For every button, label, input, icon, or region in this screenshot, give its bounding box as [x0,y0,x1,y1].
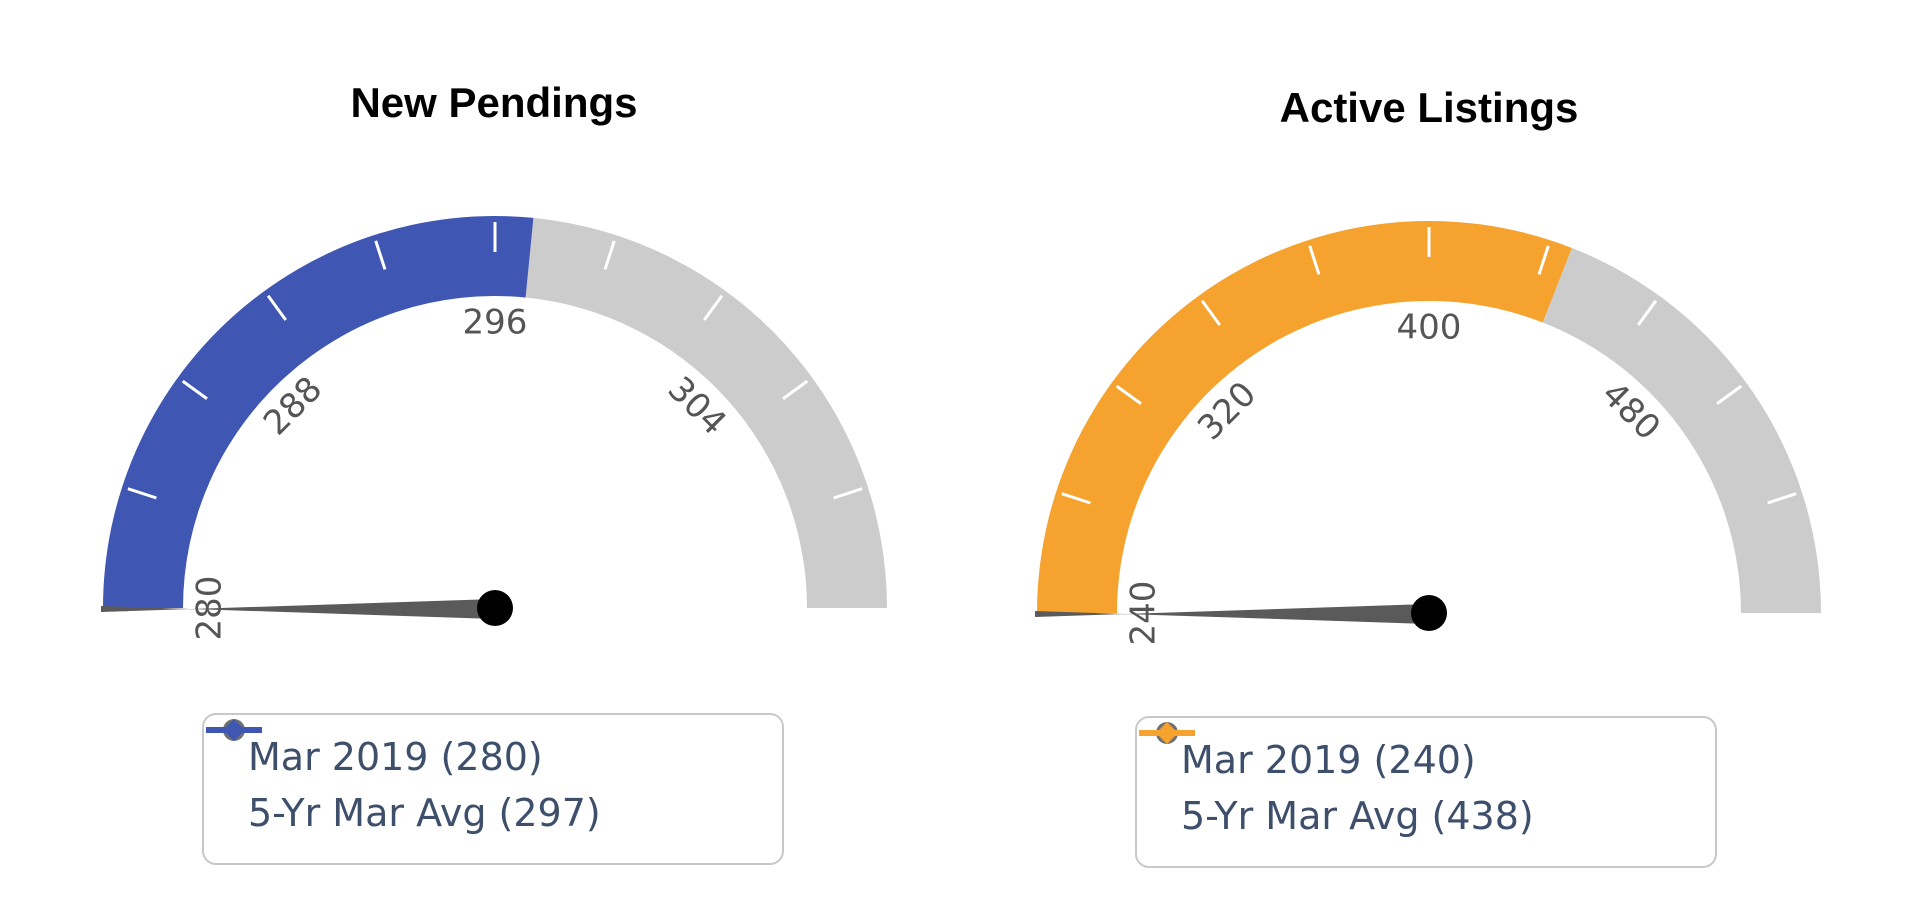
diamond-marker-icon [206,719,262,741]
gauge-tick-mark [374,240,387,270]
gauge-needle-pivot [1411,595,1447,631]
gauge-tick-mark [1637,299,1658,326]
gauge-tick-mark [1716,384,1743,405]
chart-title: Active Listings [1280,84,1579,131]
gauge-tick-label: 240 [1124,581,1164,646]
gauge-tick-mark [181,379,208,400]
gauge-remainder-band [525,217,887,609]
diamond-marker-icon [1139,722,1195,744]
gauge-needle-pivot [477,590,513,626]
gauge-tick-mark [603,240,616,270]
legend: Mar 2019 (240) 5-Yr Mar Avg (438) [1135,716,1717,868]
gauge-panel-new-pendings: New Pendings 280 288 296 304 Mar 2019 (280) … [101,79,887,865]
gauge-tick-mark [266,294,287,321]
gauge-panel-active-listings: Active Listings 240 320 400 480 Mar 2019 (24… [935,0,1895,911]
legend: Mar 2019 (280) 5-Yr Mar Avg (297) [202,713,784,865]
gauge-remainder-band [1542,247,1821,613]
legend-item-average[interactable]: 5-Yr Mar Avg (438) [1139,722,1689,844]
gauge-value-band [1037,221,1572,613]
legend-label: 5-Yr Mar Avg (297) [248,791,601,835]
legend-item-average[interactable]: 5-Yr Mar Avg (297) [206,719,756,841]
gauge-needle [101,599,495,619]
legend-label: 5-Yr Mar Avg (438) [1181,794,1534,838]
gauge-value-band [103,215,534,608]
gauge-tick-mark [1061,492,1091,505]
legend-item-current[interactable]: Mar 2019 (240) [1139,722,1689,788]
gauge-tick-mark [1200,299,1221,326]
gauge-tick-label: 280 [190,576,230,641]
gauge-tick-mark [703,294,724,321]
legend-item-current[interactable]: Mar 2019 (280) [206,719,756,785]
gauge-tick-mark [127,487,157,500]
gauge-tick-label: 296 [463,303,528,343]
gauge-needle [1035,604,1429,624]
gauge-tick-mark [782,379,809,400]
gauge-tick-label: 400 [1397,308,1462,348]
legend-label: Mar 2019 (280) [248,735,543,779]
gauge-tick-mark [1767,492,1797,505]
legend-label: Mar 2019 (240) [1181,738,1476,782]
gauge-tick-mark [1308,245,1321,275]
chart-title: New Pendings [350,79,637,126]
gauge-tick-mark [1537,245,1550,275]
gauge-tick-mark [1115,384,1142,405]
gauge-tick-mark [833,487,863,500]
